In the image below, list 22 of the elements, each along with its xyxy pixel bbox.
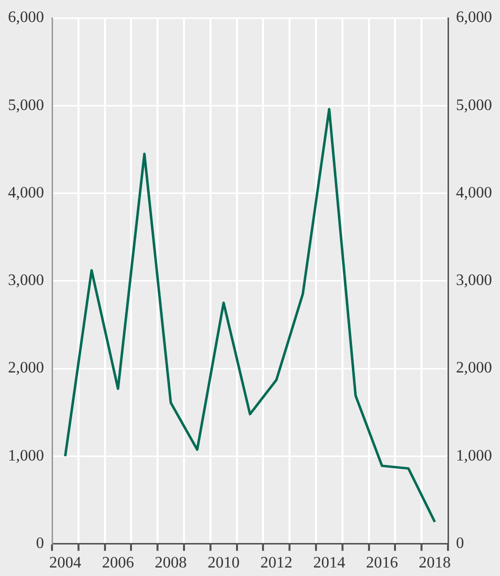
x-tick-label: 2018	[418, 554, 451, 572]
y2-tick-label: 5,000	[456, 96, 492, 114]
x-tick-label: 2004	[49, 554, 82, 572]
x-tick-label: 2016	[366, 554, 398, 572]
x-tick-label: 2014	[313, 554, 346, 572]
y-tick-label: 6,000	[8, 9, 44, 26]
x-tick-label: 2008	[154, 554, 187, 572]
y-tick-label: 3,000	[8, 272, 44, 290]
x-tick-label: 2010	[208, 554, 240, 572]
y2-tick-label: 3,000	[456, 272, 492, 290]
y-tick-label: 5,000	[8, 96, 44, 114]
y-tick-label: 4,000	[8, 184, 44, 202]
y-tick-label: 1,000	[8, 447, 44, 464]
y2-tick-label: 0	[456, 535, 464, 552]
x-tick-label: 2012	[260, 554, 292, 572]
y-tick-label: 0	[36, 535, 44, 552]
y-tick-label: 2,000	[8, 360, 44, 377]
y2-tick-label: 1,000	[456, 447, 492, 464]
y2-tick-label: 4,000	[456, 184, 492, 202]
y2-tick-label: 2,000	[456, 360, 492, 377]
x-tick-label: 2006	[102, 554, 134, 572]
y2-tick-label: 6,000	[456, 9, 492, 26]
